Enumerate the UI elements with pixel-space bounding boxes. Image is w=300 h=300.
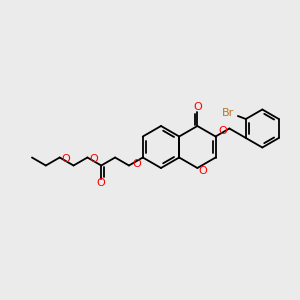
Text: O: O	[89, 154, 98, 164]
Text: O: O	[61, 154, 70, 164]
Text: Br: Br	[222, 108, 234, 118]
Text: O: O	[194, 102, 202, 112]
Text: O: O	[96, 178, 105, 188]
Text: O: O	[132, 159, 141, 169]
Text: O: O	[218, 126, 227, 136]
Text: O: O	[198, 166, 207, 176]
